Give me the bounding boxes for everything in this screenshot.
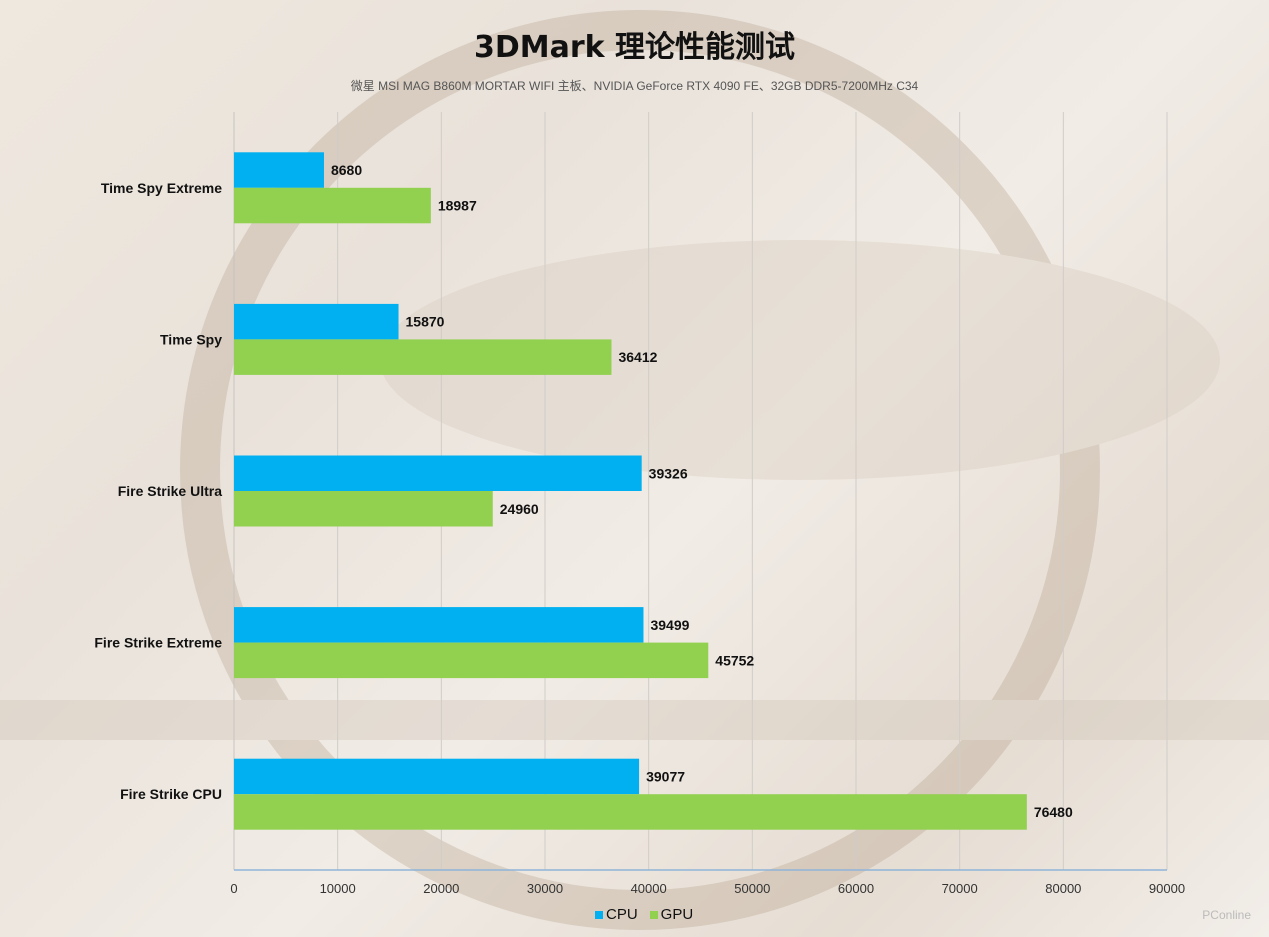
data-label-cpu: 39499 xyxy=(650,617,689,633)
bar-gpu xyxy=(234,339,612,375)
data-label-gpu: 76480 xyxy=(1034,804,1073,820)
data-label-cpu: 39077 xyxy=(646,768,685,784)
x-tick-label: 90000 xyxy=(1149,881,1185,896)
x-tick-label: 30000 xyxy=(527,881,563,896)
x-tick-label: 40000 xyxy=(631,881,667,896)
bar-gpu xyxy=(234,187,431,224)
legend-label-gpu: GPU xyxy=(660,906,694,923)
x-tick-label: 50000 xyxy=(734,881,770,896)
legend-item-cpu: CPU xyxy=(595,906,638,923)
bar-cpu xyxy=(234,607,644,643)
chart-title: 3DMark 理论性能测试 xyxy=(473,30,796,65)
bar-gpu xyxy=(234,642,709,679)
watermark: PConline xyxy=(1202,908,1251,922)
category-label: Time Spy Extreme xyxy=(101,180,222,196)
bar-gpu xyxy=(234,794,1027,830)
legend-label-cpu: CPU xyxy=(606,906,638,923)
category-label: Time Spy xyxy=(160,331,222,347)
x-tick-label: 10000 xyxy=(320,881,356,896)
x-tick-label: 60000 xyxy=(838,881,874,896)
x-tick-label: 70000 xyxy=(942,881,978,896)
category-label: Fire Strike CPU xyxy=(120,786,222,802)
bar-cpu xyxy=(234,455,642,491)
category-label: Fire Strike Ultra xyxy=(118,483,222,499)
bar-cpu xyxy=(234,758,640,795)
bar-cpu xyxy=(234,303,399,340)
data-label-cpu: 8680 xyxy=(331,162,362,178)
data-label-cpu: 39326 xyxy=(649,465,688,481)
legend-swatch-gpu xyxy=(649,911,658,919)
data-label-gpu: 36412 xyxy=(618,349,657,365)
data-label-cpu: 15870 xyxy=(406,314,445,330)
category-label: Fire Strike Extreme xyxy=(94,635,222,651)
data-label-gpu: 18987 xyxy=(438,198,477,214)
chart-subtitle: 微星 MSI MAG B860M MORTAR WIFI 主板、NVIDIA G… xyxy=(350,79,919,93)
x-tick-label: 0 xyxy=(230,881,237,896)
bar-cpu xyxy=(234,152,324,188)
legend-swatch-cpu xyxy=(595,911,603,919)
legend-item-gpu: GPU xyxy=(649,906,694,923)
data-label-gpu: 24960 xyxy=(500,501,539,517)
x-tick-label: 20000 xyxy=(423,881,459,896)
x-tick-label: 80000 xyxy=(1045,881,1081,896)
bar-gpu xyxy=(234,491,493,527)
data-label-gpu: 45752 xyxy=(715,652,754,668)
legend: CPU GPU xyxy=(595,906,693,923)
